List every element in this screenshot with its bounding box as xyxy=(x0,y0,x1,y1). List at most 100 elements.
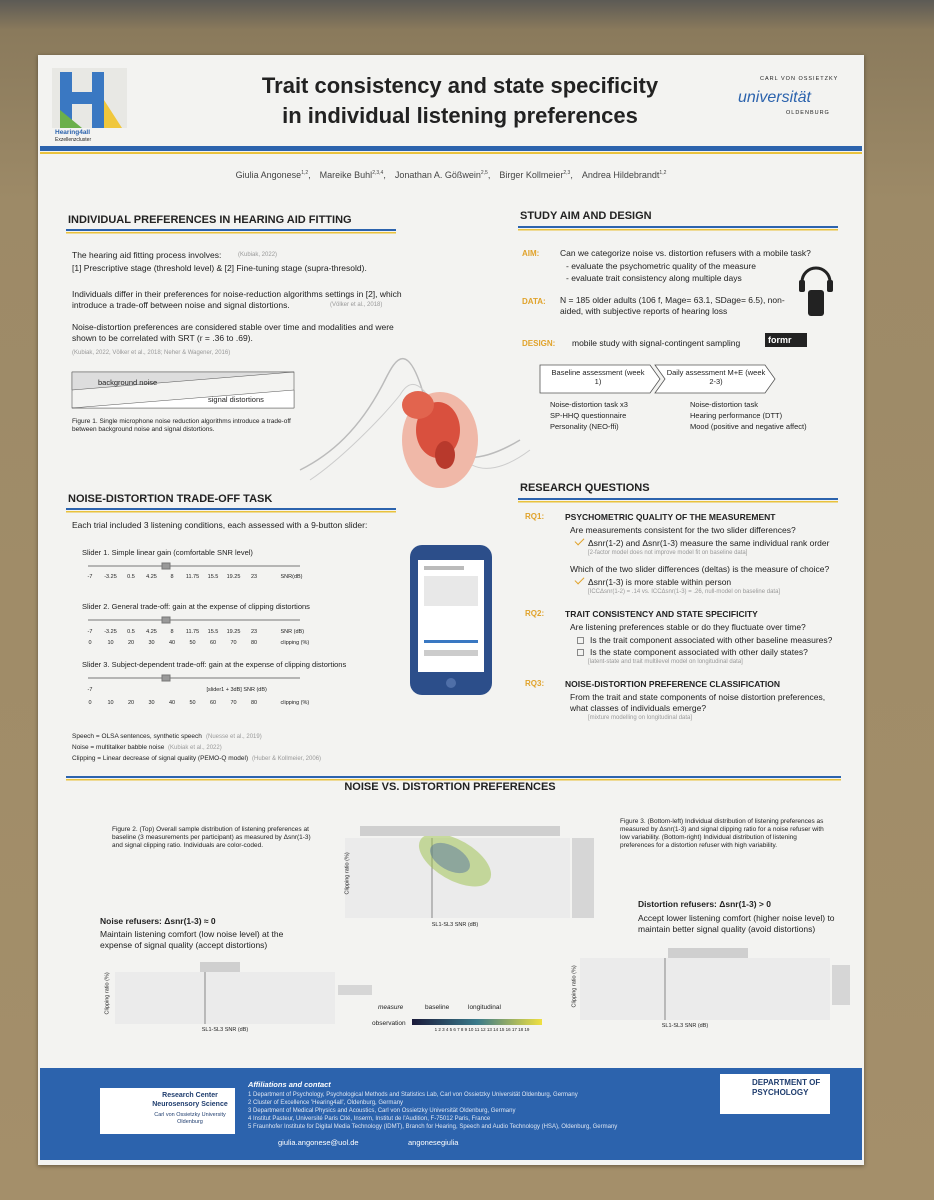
open-question: Is the state component associated with o… xyxy=(590,647,808,657)
slider-tick: 23 xyxy=(250,629,258,635)
rq-head: PSYCHOMETRIC QUALITY OF THE MEASUREMENT xyxy=(565,512,776,522)
legend-entry: baseline xyxy=(425,1004,450,1011)
slider-tick: 10 xyxy=(107,640,114,646)
citation: (Huber & Kollmeier, 2006) xyxy=(252,756,322,762)
slider-tick: SNR(dB) xyxy=(280,574,303,580)
section-title: NOISE-DISTORTION TRADE-OFF TASK xyxy=(68,493,273,505)
twitter: angonesegiulia xyxy=(408,1138,459,1147)
slider-tick: 0 xyxy=(88,700,92,706)
author-affiliation: 1,2 xyxy=(659,170,667,176)
label: DATA: xyxy=(522,297,546,306)
phase-item: Noise-distortion task xyxy=(690,400,758,409)
answer: Δsnr(1-3) is more stable within person xyxy=(588,577,732,587)
slider-tick: clipping (%) xyxy=(280,700,310,706)
affiliation: 1 Department of Psychology, Psychologica… xyxy=(248,1092,578,1098)
slider-label: Slider 2. General trade-off: gain at the… xyxy=(82,602,310,611)
paragraph: Can we categorize noise vs. distortion r… xyxy=(560,248,811,258)
header-rule xyxy=(40,152,862,154)
tradeoff-figure xyxy=(71,371,295,409)
observation-colorbar xyxy=(412,1019,542,1025)
sliders xyxy=(88,562,300,682)
citation: (Kubiak et al., 2022) xyxy=(168,745,222,751)
slider-tick: 19.25 xyxy=(226,574,241,580)
title: in individual listening preferences xyxy=(282,103,638,128)
slider-tick: 40 xyxy=(168,640,176,646)
section-title: RESEARCH QUESTIONS xyxy=(520,482,650,494)
logo-text: CARL VON OSSIETZKY xyxy=(760,76,839,82)
axis-label: Clipping ratio (%) xyxy=(571,965,578,1008)
section-underlines xyxy=(66,226,841,781)
formr-logo xyxy=(765,333,807,347)
axis-label: Clipping ratio (%) xyxy=(104,972,111,1015)
paragraph: N = 185 older adults (106 f, Mage= 63.1,… xyxy=(560,295,785,316)
design-chevrons xyxy=(539,364,776,394)
affiliation: 3 Department of Medical Physics and Acou… xyxy=(248,1108,516,1114)
citation: (Völker et al., 2018) xyxy=(330,302,383,308)
legend-title: measure xyxy=(378,1004,404,1011)
refuser-text: Maintain listening comfort (low noise le… xyxy=(100,929,284,950)
bullet: - evaluate trait consistency along multi… xyxy=(566,273,742,283)
answer: Δsnr(1-2) and Δsnr(1-3) measure the same… xyxy=(588,538,830,548)
figure-caption: Figure 1. Single microphone noise reduct… xyxy=(72,418,291,434)
slider-tick: 0 xyxy=(88,640,92,646)
refuser-head: Noise refusers: Δsnr(1-3) ≈ 0 xyxy=(100,916,216,926)
question: From the trait and state components of n… xyxy=(570,692,826,713)
note: Speech = OLSA sentences, synthetic speec… xyxy=(72,733,202,740)
axis-label: Clipping ratio (%) xyxy=(344,852,351,895)
label: RQ1: xyxy=(525,512,545,521)
slider-tick: 70 xyxy=(230,640,237,646)
slider-tick: SNR (dB) xyxy=(280,629,305,635)
slider-tick: 50 xyxy=(189,700,196,706)
slider-tick: clipping (%) xyxy=(280,640,310,646)
logo-accent xyxy=(104,100,122,128)
center-uni: Carl von Ossietzky University Oldenburg xyxy=(154,1112,226,1125)
slider-tick: 50 xyxy=(189,640,196,646)
slider-tick: 20 xyxy=(127,640,135,646)
center-logo-box xyxy=(100,1088,235,1134)
noise-refuser-plot xyxy=(115,962,372,1024)
paragraph: Individuals differ in their preferences … xyxy=(72,289,402,310)
citation: (Kubiak, 2022, Völker et al., 2018; Nehe… xyxy=(72,350,231,356)
title: Trait consistency and state specificity xyxy=(261,73,659,98)
figure-caption: Figure 2. (Top) Overall sample distribut… xyxy=(112,826,311,850)
rq-head: TRAIT CONSISTENCY AND STATE SPECIFICITY xyxy=(565,609,758,619)
author-affiliation: 2,5 xyxy=(480,170,488,176)
phase-item: SP-HHQ questionnaire xyxy=(550,411,627,420)
open-question: Is the trait component associated with o… xyxy=(590,635,833,645)
section-title: NOISE VS. DISTORTION PREFERENCES xyxy=(344,781,556,793)
axis-label: SL1-SL3 SNR (dB) xyxy=(201,1027,249,1033)
dept-logo-box xyxy=(720,1074,830,1114)
slider-tick: 10 xyxy=(107,700,114,706)
logo-text: Exzellenzcluster xyxy=(55,137,92,143)
legend-title: observation xyxy=(372,1020,406,1027)
author-name: Andrea Hildebrandt xyxy=(581,170,660,180)
author-affiliation: 2,3,4 xyxy=(372,170,384,176)
slider-tick: 8 xyxy=(170,574,174,580)
label: DESIGN: xyxy=(522,339,556,348)
slider-tick: 80 xyxy=(250,700,258,706)
paragraph: [1] Prescriptive stage (threshold level)… xyxy=(72,263,367,273)
logo-accent xyxy=(60,110,82,128)
slider-tick: 0.5 xyxy=(127,629,135,635)
refuser-head: Distortion refusers: Δsnr(1-3) > 0 xyxy=(638,899,771,909)
author-name: Mareike Buhl xyxy=(319,170,373,180)
phase-name: Baseline assessment (week 1) xyxy=(551,368,645,387)
slider-tick: 40 xyxy=(168,700,176,706)
phase-item: Personality (NEO-ffi) xyxy=(550,422,619,431)
note: [latent-state and trait multilevel model… xyxy=(588,659,743,665)
slider-tick: 8 xyxy=(170,629,174,635)
slider-tick: [slider1 + 3dB] SNR (dB) xyxy=(206,687,267,693)
slider-tick: -3.25 xyxy=(104,574,117,580)
slider-tick: 20 xyxy=(127,700,135,706)
note: [2-factor model does not improve model f… xyxy=(588,550,748,556)
phone-illustration xyxy=(410,545,492,695)
scatter-figure xyxy=(345,826,594,918)
email: giulia.angonese@uol.de xyxy=(278,1138,359,1147)
question: Which of the two slider differences (del… xyxy=(570,564,830,574)
author-affiliation: 2,3 xyxy=(563,170,571,176)
axis-label: SL1-SL3 SNR (dB) xyxy=(661,1023,709,1029)
phase-item: Noise-distortion task x3 xyxy=(550,400,628,409)
